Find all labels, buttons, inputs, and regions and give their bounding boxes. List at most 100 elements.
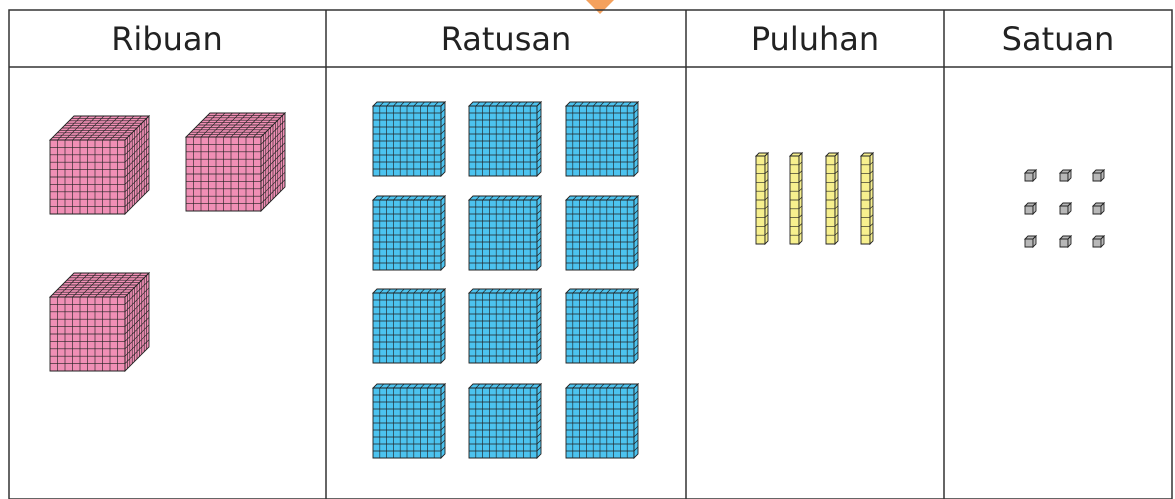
block-grid <box>379 195 439 201</box>
thousand-cube <box>184 111 287 213</box>
block-face <box>1024 205 1034 215</box>
block-grid <box>633 390 639 452</box>
block-grid <box>566 106 634 176</box>
block-face <box>1032 168 1037 183</box>
block-grid <box>50 140 125 214</box>
block-grid <box>798 161 803 236</box>
block-grid <box>440 390 446 452</box>
block-grid <box>52 115 147 141</box>
hundred-flat <box>564 382 640 460</box>
block-grid <box>373 388 441 458</box>
block-face <box>1024 238 1034 248</box>
block-grid <box>475 195 535 201</box>
block-grid <box>764 161 769 236</box>
block-grid <box>633 202 639 264</box>
hundred-flat <box>467 100 543 178</box>
block-grid <box>379 101 439 107</box>
column-header: Satuan <box>1002 20 1115 58</box>
hundred-flat <box>371 287 447 365</box>
block-face <box>1059 172 1069 182</box>
block-grid <box>469 388 537 458</box>
hundred-flat <box>564 100 640 178</box>
thousand-cube <box>48 114 151 216</box>
block-grid <box>536 295 542 357</box>
block-grid <box>440 108 446 170</box>
block-grid <box>50 297 125 371</box>
block-grid <box>633 295 639 357</box>
hundred-flat <box>371 100 447 178</box>
block-grid <box>440 202 446 264</box>
block-face <box>1100 201 1105 216</box>
block-grid <box>373 293 441 363</box>
block-grid <box>834 161 839 236</box>
ten-rod <box>754 151 770 246</box>
unit-cube <box>1058 168 1073 183</box>
block-face <box>1092 172 1102 182</box>
block-face <box>1059 238 1069 248</box>
block-face <box>1067 168 1072 183</box>
block-grid <box>186 137 261 211</box>
unit-cube <box>1023 168 1038 183</box>
table-border <box>8 9 1173 499</box>
unit-cube <box>1058 234 1073 249</box>
block-grid <box>869 161 874 236</box>
block-grid <box>260 115 286 209</box>
column-header: Ribuan <box>111 20 223 58</box>
unit-cube <box>1023 234 1038 249</box>
block-face <box>1067 201 1072 216</box>
hundred-flat <box>371 194 447 272</box>
block-grid <box>379 288 439 294</box>
block-grid <box>536 108 542 170</box>
arrow-marker <box>586 0 614 14</box>
block-grid <box>469 106 537 176</box>
block-face <box>1100 234 1105 249</box>
block-face <box>1092 205 1102 215</box>
block-grid <box>469 293 537 363</box>
block-face <box>1092 238 1102 248</box>
block-grid <box>572 101 632 107</box>
block-grid <box>756 164 765 236</box>
block-grid <box>566 388 634 458</box>
ten-rod <box>788 151 804 246</box>
block-grid <box>373 106 441 176</box>
block-grid <box>826 164 835 236</box>
thousand-cube <box>48 271 151 373</box>
hundred-flat <box>371 382 447 460</box>
block-grid <box>572 195 632 201</box>
block-grid <box>379 383 439 389</box>
block-grid <box>475 288 535 294</box>
unit-cube <box>1058 201 1073 216</box>
ten-rod <box>824 151 840 246</box>
column-header: Puluhan <box>751 20 879 58</box>
block-face <box>1024 172 1034 182</box>
ten-rod <box>859 151 875 246</box>
block-face <box>1032 201 1037 216</box>
block-face <box>1032 234 1037 249</box>
hundred-flat <box>467 287 543 365</box>
block-grid <box>124 118 150 212</box>
hundred-flat <box>564 194 640 272</box>
column-header: Ratusan <box>441 20 572 58</box>
block-grid <box>124 275 150 369</box>
block-grid <box>861 164 870 236</box>
block-face <box>1059 205 1069 215</box>
hundred-flat <box>467 194 543 272</box>
hundred-flat <box>564 287 640 365</box>
block-grid <box>566 200 634 270</box>
block-grid <box>469 200 537 270</box>
block-grid <box>572 383 632 389</box>
unit-cube <box>1023 201 1038 216</box>
block-grid <box>188 112 283 138</box>
unit-cube <box>1091 234 1106 249</box>
block-grid <box>572 288 632 294</box>
block-grid <box>475 383 535 389</box>
block-grid <box>440 295 446 357</box>
block-grid <box>475 101 535 107</box>
block-grid <box>52 272 147 298</box>
block-grid <box>536 202 542 264</box>
unit-cube <box>1091 201 1106 216</box>
block-grid <box>790 164 799 236</box>
block-grid <box>373 200 441 270</box>
